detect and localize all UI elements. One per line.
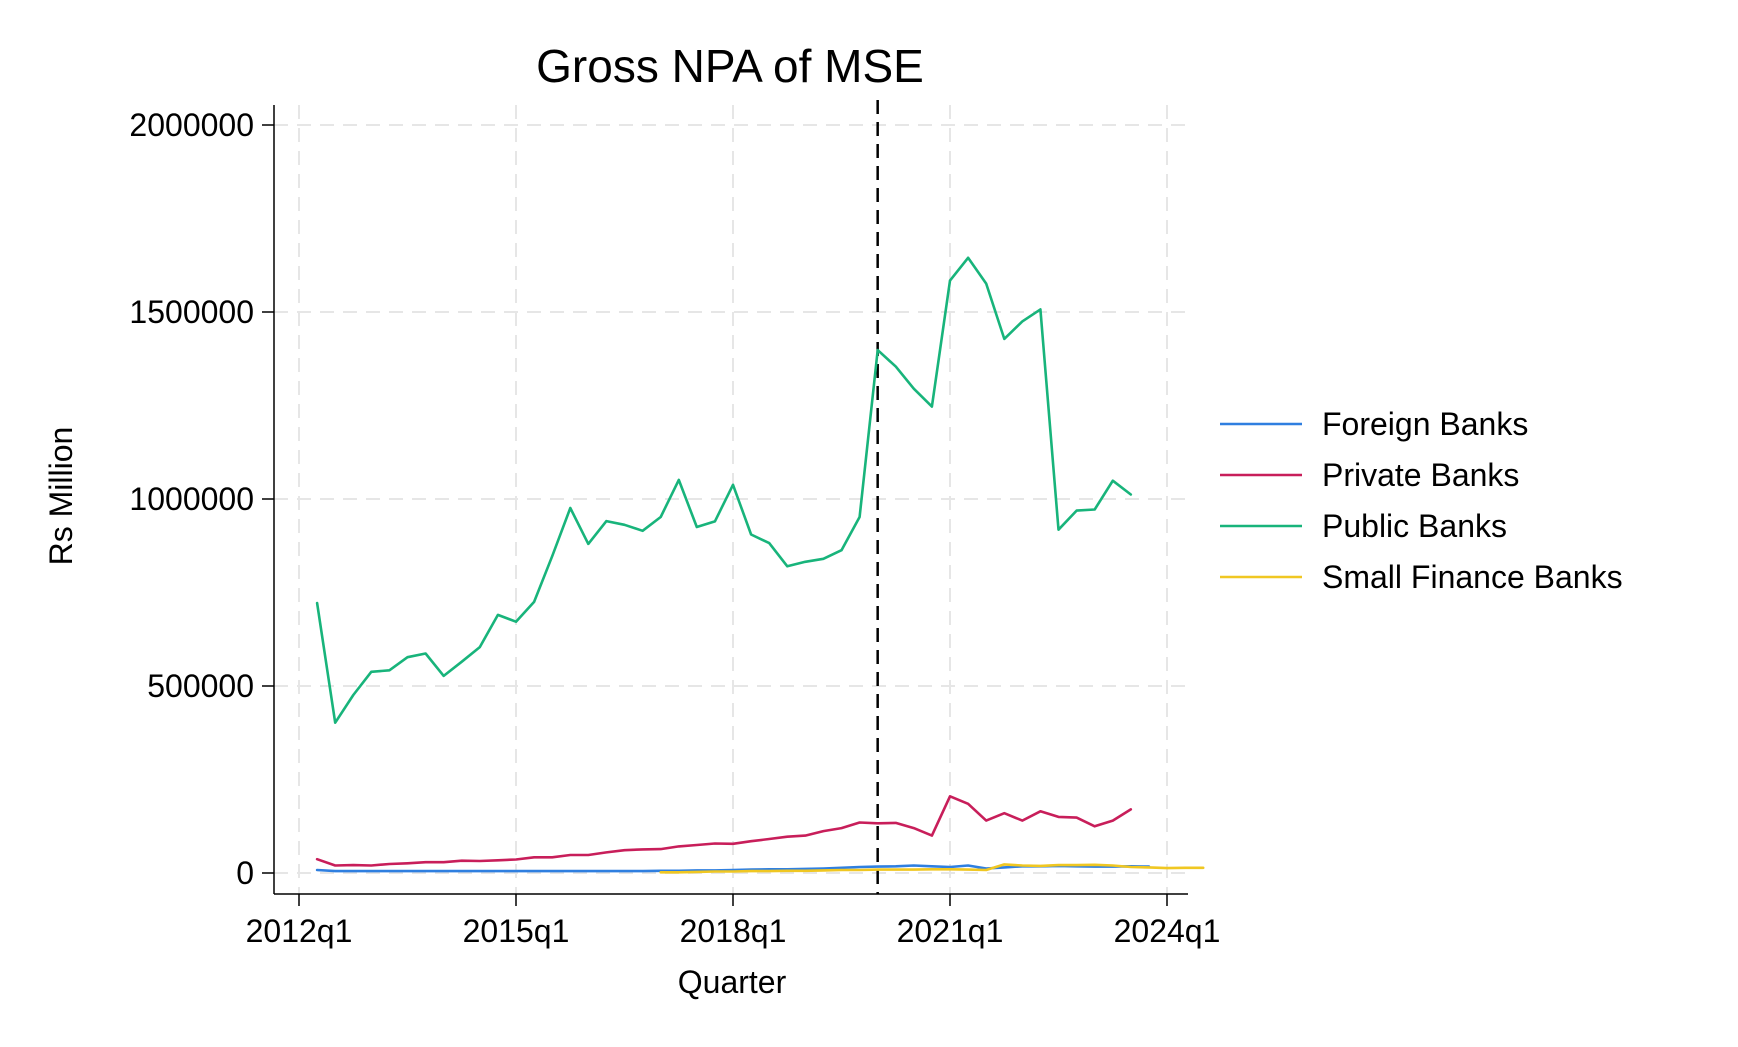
y-ticks: 0 500000 1000000 1500000 2000000 [129,107,274,891]
chart-title: Gross NPA of MSE [536,40,924,92]
legend-label-small-finance-banks: Small Finance Banks [1322,559,1623,595]
y-tick-label: 500000 [147,668,254,704]
legend-label-foreign-banks: Foreign Banks [1322,406,1528,442]
x-ticks: 2012q1 2015q1 2018q1 2021q1 2024q1 [246,894,1221,949]
x-tick-label: 2021q1 [897,913,1004,949]
x-tick-label: 2012q1 [246,913,353,949]
series-line-foreign-banks [315,864,1151,873]
legend-label-private-banks: Private Banks [1322,457,1519,493]
gridlines [274,105,1188,894]
y-axis-title: Rs Million [43,427,79,566]
x-tick-label: 2015q1 [463,913,570,949]
y-tick-label: 1500000 [129,294,254,330]
y-tick-label: 1000000 [129,481,254,517]
x-tick-label: 2024q1 [1114,913,1221,949]
x-tick-label: 2018q1 [680,913,787,949]
series-line-public-banks [315,256,1133,725]
series-group [315,256,1205,874]
y-tick-label: 0 [236,855,254,891]
axes [273,105,1188,895]
legend-label-public-banks: Public Banks [1322,508,1507,544]
series-line-private-banks [315,794,1133,867]
x-axis-title: Quarter [678,964,787,1000]
series-line-small-finance-banks [659,863,1205,874]
y-tick-label: 2000000 [129,107,254,143]
legend: Foreign Banks Private Banks Public Banks Sm… [1220,406,1623,595]
